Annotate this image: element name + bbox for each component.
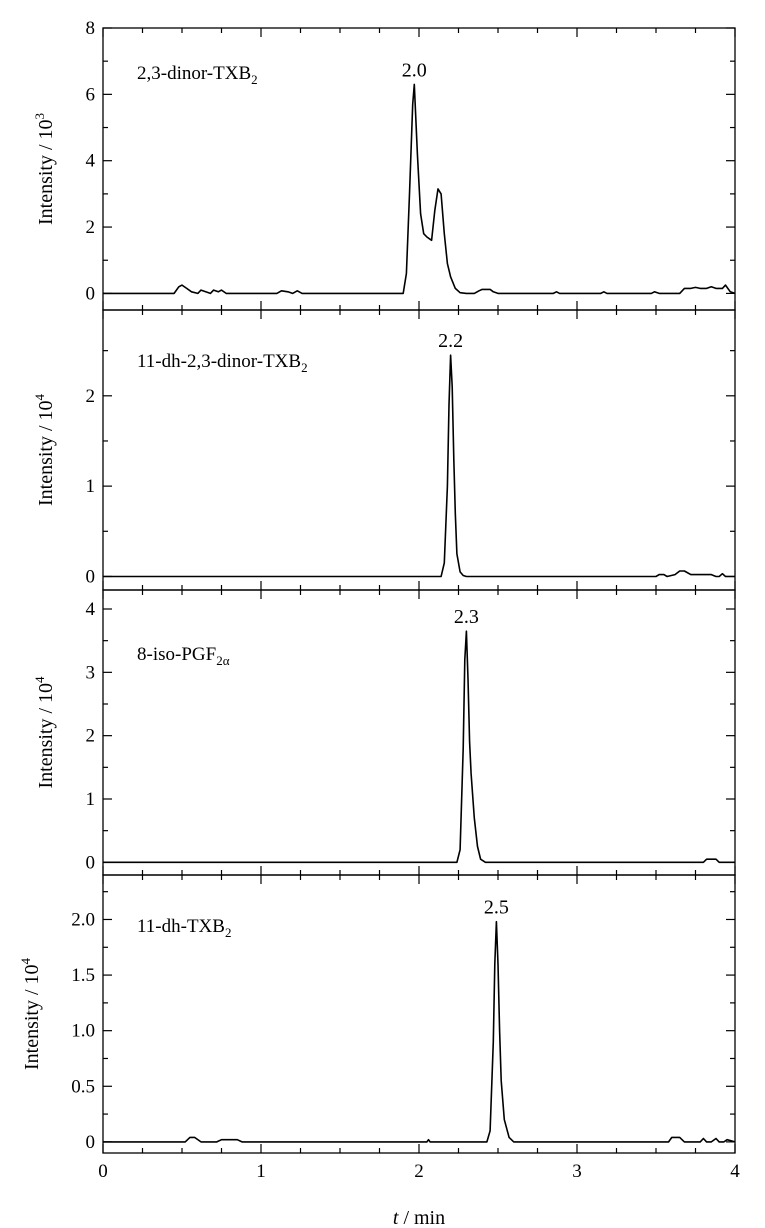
chromatogram-trace — [103, 920, 736, 1143]
y-axis-label: Intensity / 104 — [32, 393, 57, 506]
y-tick-label: 6 — [86, 84, 96, 105]
compound-label-subscript: 2 — [225, 925, 232, 940]
y-axis-label-superscript: 4 — [32, 676, 47, 683]
x-axis-label-italic: t — [393, 1207, 399, 1228]
y-tick-label: 0.5 — [71, 1076, 95, 1097]
y-axis-label-base: Intensity / 10 — [35, 683, 57, 789]
compound-label-base: 11-dh-2,3-dinor-TXB — [137, 351, 301, 372]
x-tick-label: 1 — [256, 1161, 266, 1182]
x-axis-label: t / min — [393, 1207, 445, 1228]
y-axis-label-base: Intensity / 10 — [21, 964, 43, 1070]
y-axis-label: Intensity / 104 — [32, 676, 57, 789]
panel-4: 0 0.5 1.0 1.5 2.0 2.5 11-dh-TXB2 Intensity / 10… — [18, 874, 736, 1154]
compound-label-base: 8-iso-PGF — [137, 644, 216, 665]
x-axis: 0 1 2 3 4 — [98, 1161, 740, 1182]
compound-label: 11-dh-2,3-dinor-TXB2 — [137, 351, 308, 375]
y-tick-label: 0 — [86, 852, 96, 873]
y-axis-label: Intensity / 103 — [32, 113, 57, 225]
peak-label: 2.0 — [402, 59, 427, 81]
peak-label: 2.2 — [438, 330, 463, 352]
y-tick-label: 4 — [86, 151, 96, 172]
y-tick-label: 4 — [86, 599, 96, 620]
y-axis-label-superscript: 4 — [32, 393, 47, 400]
y-axis-label-superscript: 4 — [18, 957, 33, 964]
peak-label: 2.3 — [454, 606, 479, 628]
y-tick-label: 1 — [86, 476, 96, 497]
y-axis-label-superscript: 3 — [32, 113, 47, 120]
y-tick-label: 0 — [86, 566, 96, 587]
y-axis-label-base: Intensity / 10 — [35, 400, 57, 506]
peak-label: 2.5 — [484, 897, 509, 919]
compound-label-base: 2,3-dinor-TXB — [137, 63, 251, 84]
compound-label-subscript: 2 — [251, 72, 258, 87]
y-tick-label: 2 — [86, 386, 96, 407]
compound-label-base: 11-dh-TXB — [137, 916, 225, 937]
x-axis-label-unit: / min — [398, 1207, 445, 1228]
chromatogram-trace — [103, 630, 735, 864]
y-tick-label: 3 — [86, 662, 96, 683]
panel-frame — [102, 589, 736, 876]
compound-label: 11-dh-TXB2 — [137, 916, 231, 940]
chromatogram-trace — [103, 83, 736, 295]
y-tick-label: 1.0 — [71, 1021, 95, 1042]
x-tick-label: 2 — [414, 1161, 424, 1182]
chromatogram-trace — [103, 354, 735, 578]
y-tick-label: 1 — [86, 789, 96, 810]
compound-label-subscript: 2 — [301, 360, 308, 375]
y-tick-label: 2 — [86, 726, 96, 747]
compound-label: 8-iso-PGF2α — [137, 644, 230, 668]
y-tick-label: 0 — [86, 283, 96, 304]
y-tick-label: 2 — [86, 217, 96, 238]
compound-label: 2,3-dinor-TXB2 — [137, 63, 258, 87]
x-tick-label: 4 — [730, 1161, 740, 1182]
x-tick-label: 3 — [572, 1161, 582, 1182]
y-axis-label-base: Intensity / 10 — [35, 119, 57, 225]
compound-label-subscript: 2α — [216, 653, 230, 668]
y-tick-label: 1.5 — [71, 965, 95, 986]
y-axis-label: Intensity / 104 — [18, 957, 43, 1070]
y-tick-label: 8 — [86, 18, 96, 39]
y-tick-label: 0 — [86, 1132, 96, 1153]
x-tick-label: 0 — [98, 1161, 108, 1182]
y-tick-label: 2.0 — [71, 909, 95, 930]
